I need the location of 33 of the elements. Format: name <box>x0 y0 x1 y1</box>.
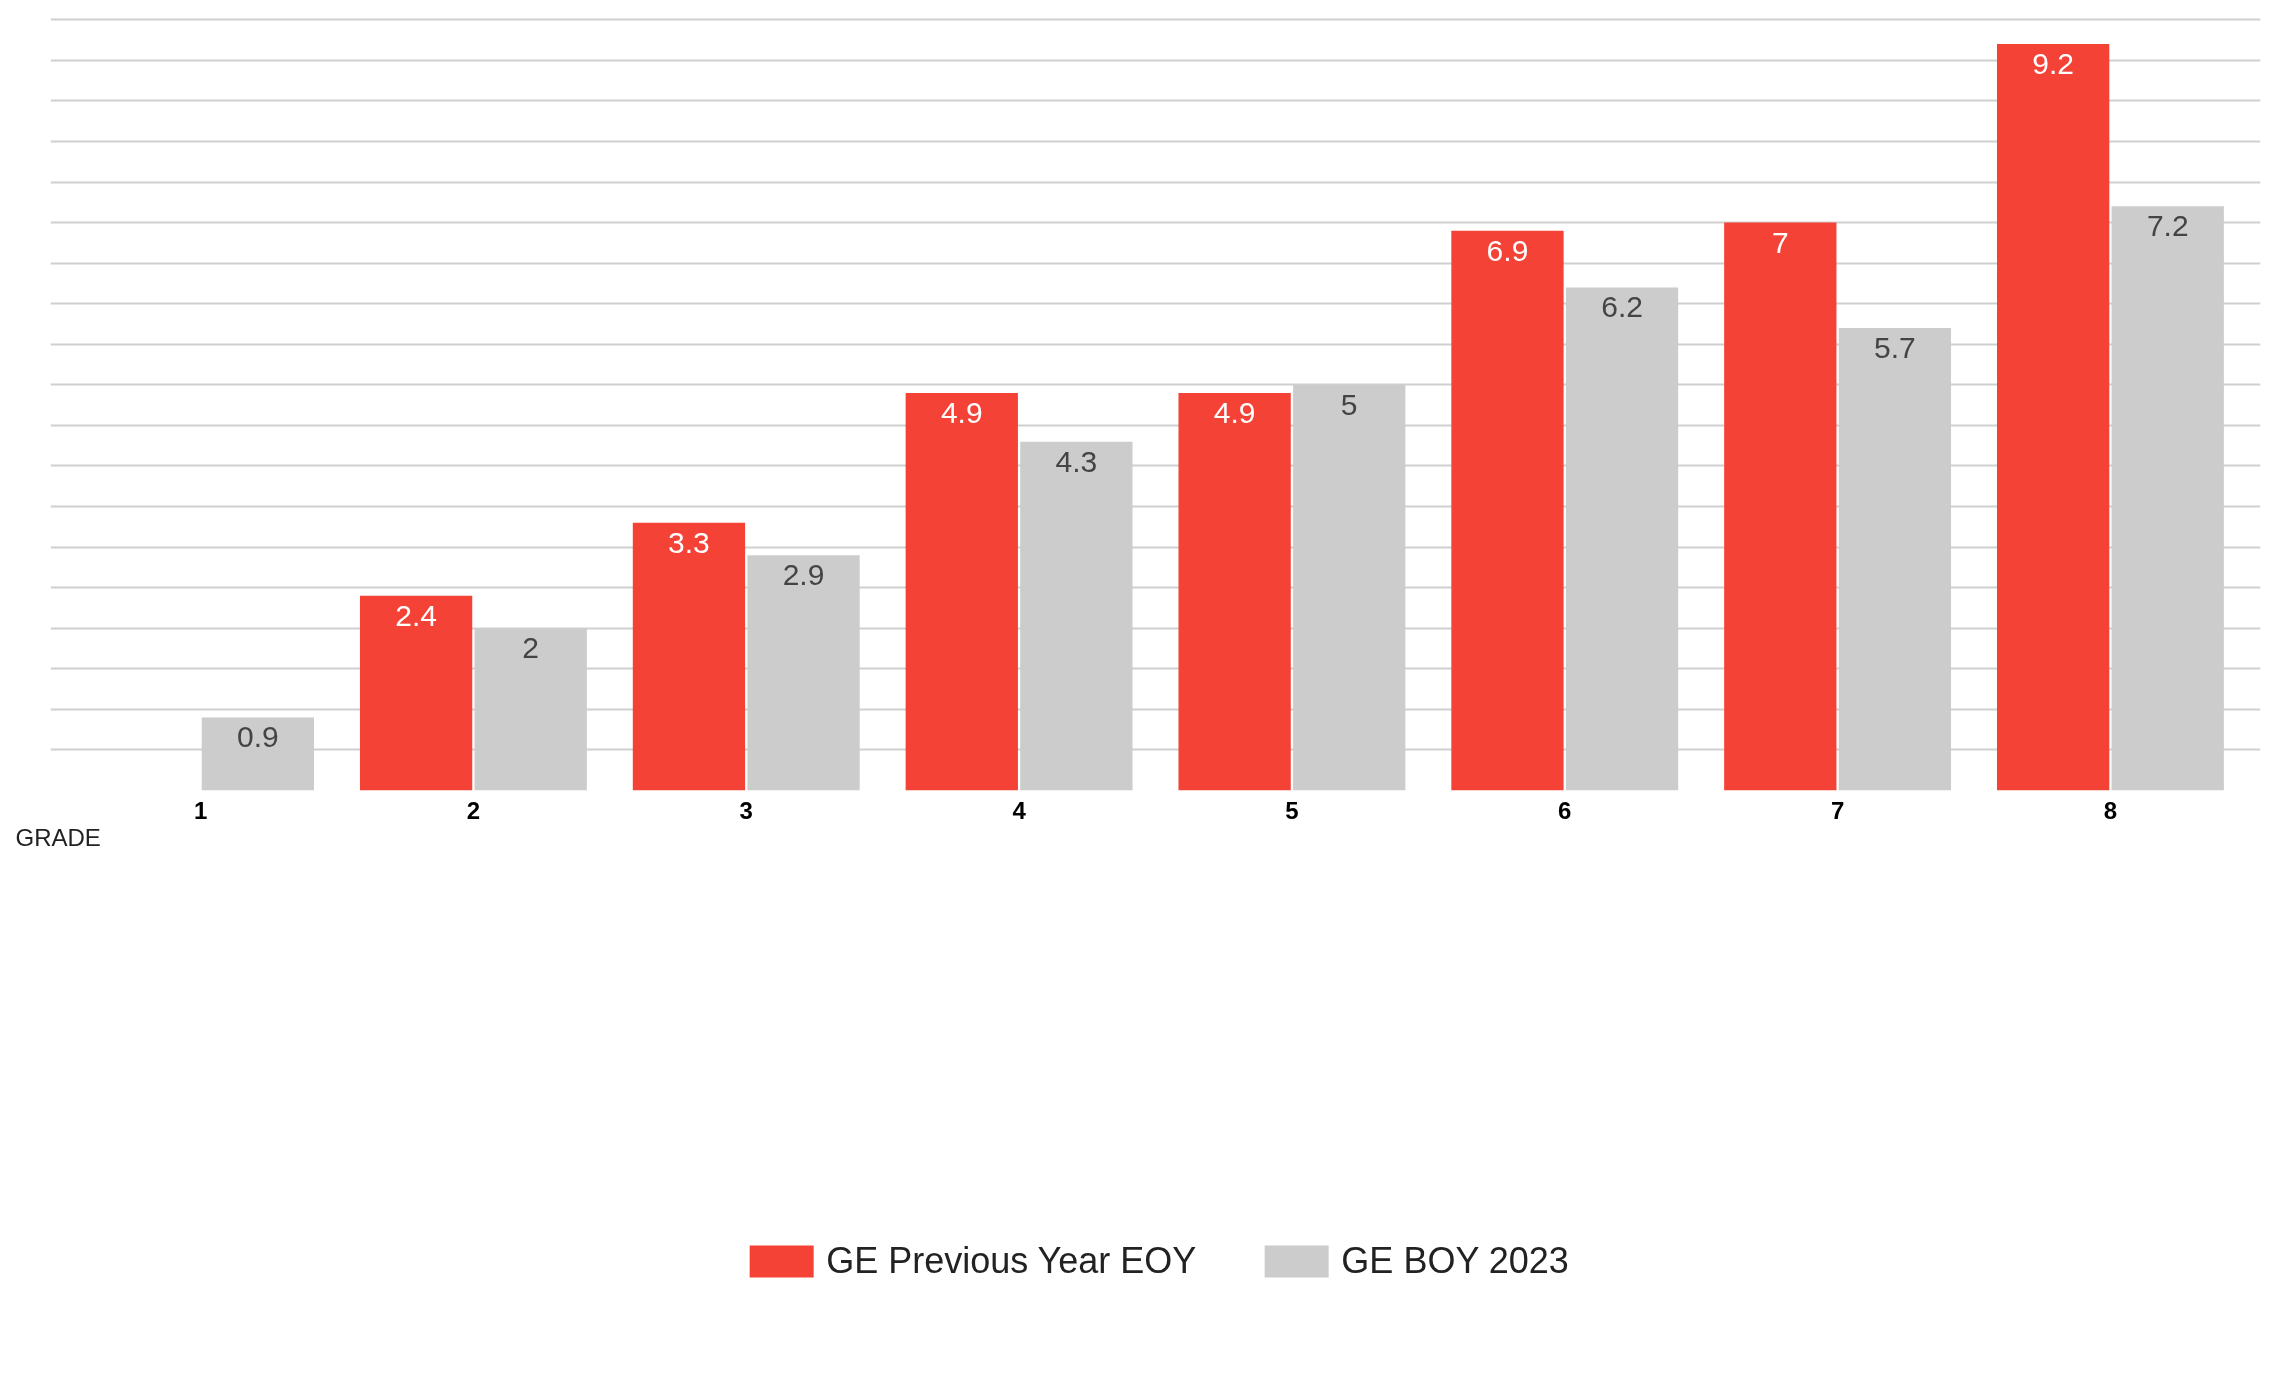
data-label: 6.2 <box>1601 290 1643 324</box>
x-tick-label: 7 <box>1830 796 1845 824</box>
data-label: 4.9 <box>940 395 983 429</box>
data-label: 3.3 <box>668 525 710 559</box>
data-label: 2.4 <box>395 598 437 632</box>
bar <box>1996 44 2110 791</box>
x-tick-label: 3 <box>739 796 753 824</box>
data-label: 2.9 <box>782 558 825 592</box>
x-tick-label: 5 <box>1285 796 1299 824</box>
bar <box>905 392 1018 791</box>
x-tick-label: 2 <box>466 796 481 824</box>
data-label: 7.2 <box>2146 209 2189 243</box>
data-label: 5 <box>1340 387 1358 421</box>
legend-label: GE BOY 2023 <box>1341 1240 1569 1282</box>
x-tick-label: 8 <box>2103 796 2118 824</box>
data-label: 6.9 <box>1486 233 1529 267</box>
x-tick-label: 6 <box>1558 796 1572 824</box>
bar <box>1178 392 1291 791</box>
x-tick-label: 4 <box>1012 796 1027 824</box>
x-axis-title: GRADE <box>15 823 101 851</box>
data-label: 5.7 <box>1874 331 1916 365</box>
bar <box>1451 230 1564 791</box>
bar <box>1724 222 1837 791</box>
data-label: 9.2 <box>2032 47 2075 81</box>
data-label: 4.9 <box>1213 395 1256 429</box>
bar <box>359 595 473 791</box>
legend-label: GE Previous Year EOY <box>826 1240 1197 1282</box>
data-label: 2 <box>522 631 540 665</box>
data-label: 4.3 <box>1055 444 1098 478</box>
data-label: 0.9 <box>237 720 279 754</box>
x-tick-label: 1 <box>193 796 208 824</box>
data-label: 7 <box>1771 225 1789 259</box>
bar <box>632 522 746 791</box>
